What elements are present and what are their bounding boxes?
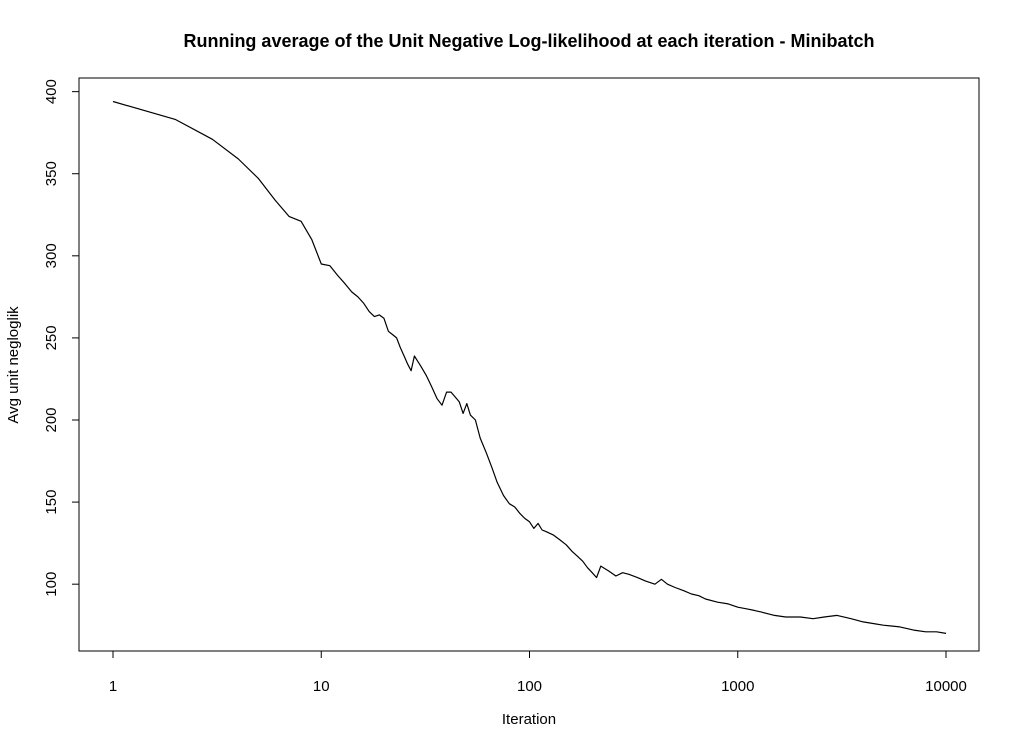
x-tick-label: 1000 (721, 678, 754, 695)
y-tick-label: 100 (43, 572, 60, 597)
y-tick-label: 350 (43, 161, 60, 186)
plot-area-frame (78, 77, 980, 652)
chart-title: Running average of the Unit Negative Log… (183, 31, 874, 51)
x-tick-label: 10000 (925, 678, 967, 695)
x-tick-label: 100 (517, 678, 542, 695)
y-tick-label: 250 (43, 325, 60, 350)
y-tick-label: 150 (43, 490, 60, 515)
x-tick-label: 10 (313, 678, 330, 695)
x-tick-label: 1 (109, 678, 117, 695)
y-axis: 100 150 200 250 300 350 400 (43, 79, 80, 597)
series-line (112, 100, 947, 634)
y-axis-label: Avg unit negloglik (5, 306, 22, 424)
y-tick-label: 200 (43, 407, 60, 432)
x-axis-label: Iteration (502, 711, 556, 728)
y-tick-label: 400 (43, 79, 60, 104)
y-tick-label: 300 (43, 243, 60, 268)
x-axis: 1 10 100 1000 10000 (109, 650, 967, 695)
